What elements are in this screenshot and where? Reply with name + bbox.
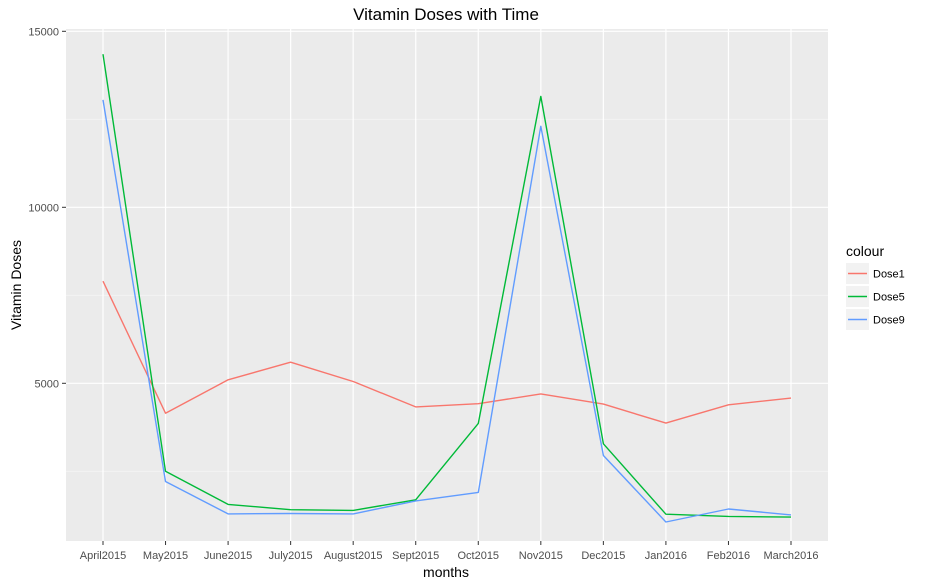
x-axis-title: months — [423, 564, 469, 580]
x-axis: April2015 May2015 June2015 July2015 August20… — [80, 541, 819, 562]
legend-title: colour — [846, 243, 884, 259]
y-tick-label: 10000 — [28, 202, 59, 214]
series-line-dose9 — [102, 99, 792, 523]
legend-label: Dose9 — [873, 315, 905, 327]
series-line-dose5 — [102, 54, 792, 518]
x-tick-label: Nov2015 — [519, 550, 563, 562]
y-tick-label: 15000 — [28, 26, 59, 38]
x-tick-label: August2015 — [324, 550, 383, 562]
x-tick-label: July2015 — [269, 550, 313, 562]
x-tick-label: Feb2016 — [707, 550, 750, 562]
minor-gridlines — [66, 118, 828, 472]
x-tick-label: Sept2015 — [392, 550, 439, 562]
plot-panel — [66, 29, 828, 541]
legend-label: Dose5 — [873, 292, 905, 304]
x-tick-label: June2015 — [204, 550, 252, 562]
y-axis: 5000 10000 15000 — [28, 26, 66, 390]
x-tick-label: Jan2016 — [645, 550, 687, 562]
x-tick-label: Oct2015 — [457, 550, 499, 562]
x-tick-label: March2016 — [763, 550, 818, 562]
x-tick-label: April2015 — [80, 550, 126, 562]
chart-title: Vitamin Doses with Time — [353, 5, 539, 24]
major-gridlines — [66, 29, 828, 541]
y-axis-title: Vitamin Doses — [8, 240, 24, 330]
y-tick-label: 5000 — [35, 378, 59, 390]
series-line-dose1 — [102, 280, 792, 424]
legend: colour Dose1 Dose5 Dose9 — [846, 243, 905, 330]
series-lines — [102, 54, 792, 523]
x-tick-label: May2015 — [143, 550, 188, 562]
legend-label: Dose1 — [873, 269, 905, 281]
x-tick-label: Dec2015 — [581, 550, 625, 562]
